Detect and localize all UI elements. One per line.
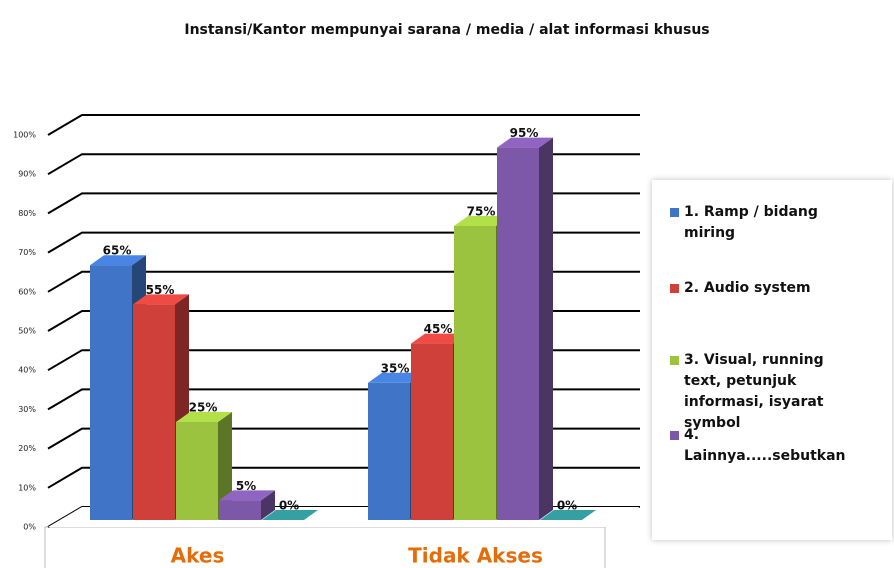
bar xyxy=(497,147,539,520)
bar xyxy=(219,500,261,520)
bar-top xyxy=(368,372,424,383)
y-tick-label: 80% xyxy=(18,209,36,218)
grid-line xyxy=(47,114,640,136)
y-tick-label: 70% xyxy=(18,248,36,257)
bar xyxy=(133,304,175,520)
data-label: 75% xyxy=(467,205,496,219)
bar-side xyxy=(218,412,232,520)
bar-top xyxy=(411,333,467,344)
y-tick-label: 0% xyxy=(23,523,36,532)
legend-swatch xyxy=(670,284,679,293)
bar-top xyxy=(540,510,596,520)
bar-side xyxy=(261,490,275,520)
y-tick-label: 40% xyxy=(18,366,36,375)
grid-line xyxy=(47,153,640,176)
legend-swatch xyxy=(670,208,679,217)
data-label: 45% xyxy=(424,322,453,336)
bar-top xyxy=(262,510,318,520)
grid-line xyxy=(47,192,640,215)
chart-title: Instansi/Kantor mempunyai sarana / media… xyxy=(184,22,709,38)
bar-top xyxy=(133,294,189,305)
bar xyxy=(90,265,132,520)
bar-top xyxy=(219,490,275,501)
legend-label: 2. Audio system xyxy=(684,280,811,296)
x-tick-label: Akes xyxy=(171,544,225,568)
legend-entry: 3. Visual, running text, petunjuk inform… xyxy=(670,350,854,434)
legend-label: 4. Lainnya.....sebutkan xyxy=(684,427,846,464)
legend-label: 3. Visual, running text, petunjuk inform… xyxy=(684,352,824,431)
bar-top xyxy=(454,216,510,226)
legend-swatch xyxy=(670,431,679,440)
bar-top xyxy=(90,255,146,266)
y-tick-label: 20% xyxy=(18,444,36,453)
legend-swatch xyxy=(670,356,679,365)
category-box xyxy=(44,526,606,568)
data-label: 65% xyxy=(103,244,132,258)
x-tick-label: Tidak Akses xyxy=(408,544,543,568)
legend-entry: 2. Audio system xyxy=(670,278,854,299)
legend-entry: 1. Ramp / bidang miring xyxy=(670,202,854,244)
data-label: 25% xyxy=(189,401,218,415)
data-label: 35% xyxy=(381,361,410,375)
y-tick-label: 30% xyxy=(18,405,36,414)
data-label: 55% xyxy=(146,283,175,297)
data-label: 95% xyxy=(510,126,539,140)
y-tick-label: 60% xyxy=(18,287,36,296)
bar-top xyxy=(497,137,553,148)
data-label: 5% xyxy=(236,479,256,493)
bar-side xyxy=(539,137,553,520)
y-tick-label: 10% xyxy=(18,483,36,492)
bar-top xyxy=(176,412,232,422)
legend-label: 1. Ramp / bidang miring xyxy=(684,204,818,241)
data-label: 0% xyxy=(279,499,299,513)
data-label: 0% xyxy=(557,499,577,513)
bar xyxy=(454,226,496,520)
legend-entry: 4. Lainnya.....sebutkan xyxy=(670,425,854,467)
y-tick-label: 50% xyxy=(18,327,36,336)
y-tick-label: 100% xyxy=(13,131,36,140)
bar xyxy=(368,382,410,520)
y-tick-label: 90% xyxy=(18,170,36,179)
bar xyxy=(176,422,218,520)
legend: 1. Ramp / bidang miring 2. Audio system 3.… xyxy=(652,180,892,540)
bar xyxy=(411,343,453,520)
